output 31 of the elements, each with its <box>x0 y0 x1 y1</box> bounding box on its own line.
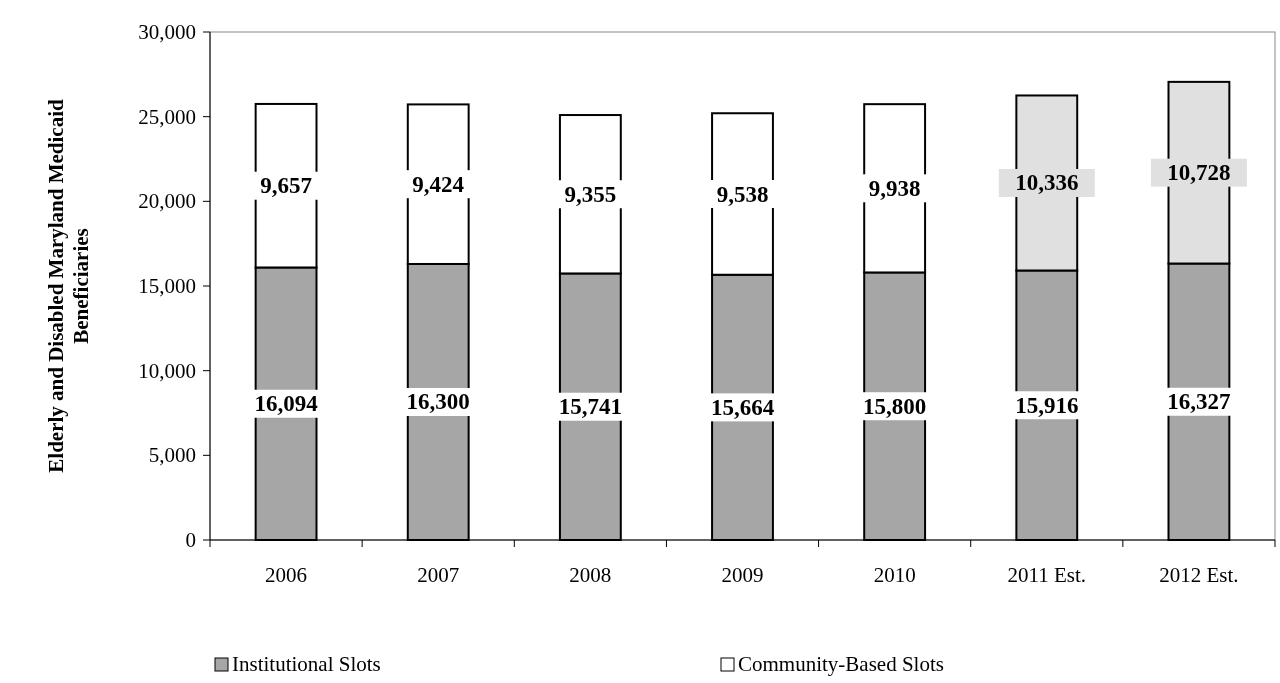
y-tick-label: 15,000 <box>138 274 196 298</box>
y-tick-label: 25,000 <box>138 104 196 129</box>
data-label: 16,300 <box>406 389 470 415</box>
y-tick-label: 30,000 <box>138 20 196 44</box>
x-tick-label: 2011 Est. <box>1007 563 1087 587</box>
data-label: 9,424 <box>412 171 465 197</box>
data-label: 9,938 <box>868 175 921 201</box>
data-label: 16,094 <box>254 391 319 417</box>
y-tick-label: 0 <box>185 528 196 552</box>
x-tick-label: 2010 <box>873 563 916 587</box>
data-label: 15,664 <box>710 394 775 420</box>
y-tick-label: 5,000 <box>148 443 196 468</box>
y-tick-label: 10,000 <box>138 358 196 383</box>
x-tick-label: 2012 Est. <box>1159 563 1239 587</box>
legend-label: Institutional Slots <box>232 652 381 676</box>
y-axis-title: Elderly and Disabled Maryland Medicaid Beneficiaries <box>44 99 93 473</box>
x-tick-label: 2007 <box>417 563 460 587</box>
data-label: 9,657 <box>260 173 312 199</box>
x-tick-label: 2008 <box>569 563 612 587</box>
data-label: 9,355 <box>564 181 617 207</box>
data-label: 15,916 <box>1015 392 1079 418</box>
x-tick-label: 2006 <box>265 563 308 587</box>
data-label: 16,327 <box>1167 389 1231 415</box>
data-label: 15,741 <box>558 394 622 420</box>
x-tick-label: 2009 <box>721 563 764 587</box>
data-label: 9,538 <box>716 181 769 207</box>
data-label: 15,800 <box>863 393 927 419</box>
data-label: 10,336 <box>1015 170 1079 196</box>
legend-label: Community-Based Slots <box>738 652 944 676</box>
data-label: 10,728 <box>1167 160 1231 186</box>
y-tick-label: 20,000 <box>138 189 196 214</box>
